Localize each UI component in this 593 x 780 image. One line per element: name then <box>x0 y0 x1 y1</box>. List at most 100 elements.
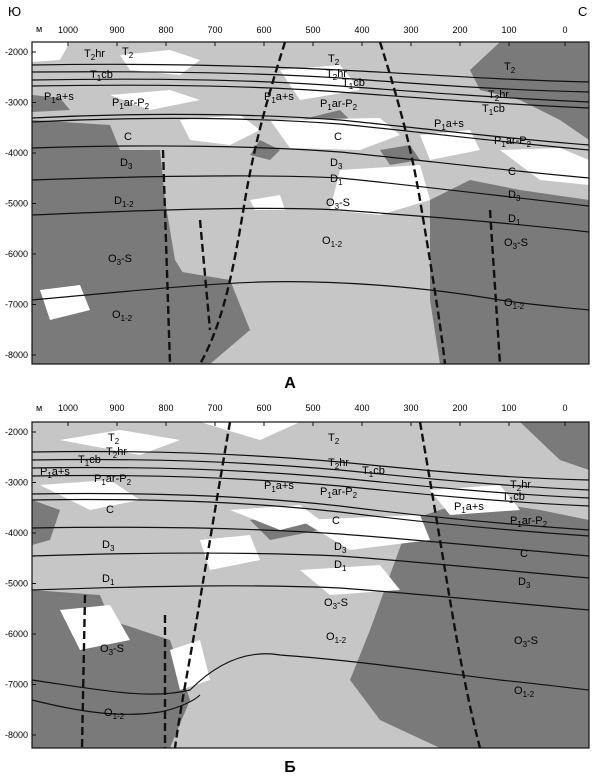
y-tick-label: -8000 <box>5 730 28 740</box>
x-tick-label: 700 <box>207 25 222 35</box>
panel-a-label: А <box>284 375 296 392</box>
y-tick-label: -8000 <box>5 350 28 360</box>
stratigraphic-unit-label: P1a+s <box>434 118 464 132</box>
stratigraphic-unit-label: P1a+s <box>264 91 294 105</box>
x-tick-label: 200 <box>452 25 467 35</box>
stratigraphic-unit-label: P1a+s <box>40 466 70 480</box>
x-tick-label: 400 <box>354 25 369 35</box>
stratigraphic-unit-label: D1 <box>508 213 521 227</box>
panel-b-frame <box>31 421 590 749</box>
panel-b-horizons <box>31 450 590 715</box>
stratigraphic-unit-label: D3 <box>518 576 531 590</box>
stratigraphic-unit-label: O1-2 <box>104 707 125 721</box>
axis-ticks: м 1000 900 800 700 600 500 400 300 200 100 0-2000-3… <box>5 24 568 740</box>
unit-label-m: м <box>36 403 42 413</box>
y-tick-label: -4000 <box>5 148 28 158</box>
stratigraphic-unit-label: O3-S <box>108 253 132 267</box>
stratigraphic-unit-label: T2hr <box>84 48 105 62</box>
stratigraphic-unit-label: T2 <box>328 432 340 446</box>
panel-b: Б <box>31 421 590 776</box>
stratigraphic-unit-label: T1cb <box>482 103 505 117</box>
y-tick-label: -6000 <box>5 629 28 639</box>
stratigraphic-unit-label: C <box>508 166 516 178</box>
stratigraphic-unit-label: P1ar-P2 <box>112 97 150 111</box>
unit-label-m: м <box>36 24 42 34</box>
stratigraphic-unit-label: D1 <box>334 559 347 573</box>
x-tick-label: 500 <box>305 25 320 35</box>
x-tick-label: 700 <box>207 403 222 413</box>
stratigraphic-unit-label: P1ar-P2 <box>320 486 358 500</box>
stratigraphic-unit-label: P1ar-P2 <box>320 98 358 112</box>
x-tick-label: 1000 <box>58 25 78 35</box>
y-tick-label: -7000 <box>5 300 28 310</box>
stratigraphic-unit-label: P1a+s <box>264 480 294 494</box>
y-tick-label: -4000 <box>5 528 28 538</box>
x-tick-label: 0 <box>562 25 567 35</box>
stratigraphic-unit-label: O3-S <box>100 643 124 657</box>
stratigraphic-unit-label: P1ar-P2 <box>94 473 132 487</box>
stratigraphic-unit-label: T1cb <box>78 454 101 468</box>
stratigraphic-unit-label: C <box>106 504 114 516</box>
panel-b-label: Б <box>284 759 296 776</box>
stratigraphic-unit-label: T2 <box>504 61 516 75</box>
x-tick-label: 600 <box>256 403 271 413</box>
panel-a-horizons <box>31 63 590 311</box>
stratigraphic-unit-label: T2hr <box>510 479 531 493</box>
stratigraphic-unit-label: O3-S <box>324 597 348 611</box>
x-tick-label: 100 <box>501 403 516 413</box>
stratigraphic-unit-label: T2 <box>328 53 340 67</box>
y-tick-label: -6000 <box>5 249 28 259</box>
direction-north: С <box>578 4 587 19</box>
panel-b-faults <box>80 421 482 749</box>
stratigraphic-unit-label: P1a+s <box>44 91 74 105</box>
stratigraphic-unit-label: O3-S <box>514 635 538 649</box>
direction-south: Ю <box>8 4 21 19</box>
panel-a-faults <box>161 41 502 365</box>
y-tick-label: -5000 <box>5 579 28 589</box>
x-tick-label: 800 <box>158 25 173 35</box>
stratigraphic-unit-label: D1 <box>102 573 115 587</box>
y-tick-label: -2000 <box>5 47 28 57</box>
stratigraphic-unit-label: T2hr <box>328 457 349 471</box>
x-tick-label: 100 <box>501 25 516 35</box>
stratigraphic-unit-label: T1cb <box>502 491 525 505</box>
stratigraphic-unit-label: O1-2 <box>326 631 347 645</box>
x-tick-label: 1000 <box>58 403 78 413</box>
x-tick-label: 0 <box>562 403 567 413</box>
x-tick-label: 900 <box>109 403 124 413</box>
stratigraphic-unit-label: D3 <box>120 157 133 171</box>
stratigraphic-unit-label: D3 <box>334 541 347 555</box>
x-tick-label: 300 <box>403 403 418 413</box>
stratigraphic-unit-label: C <box>124 131 132 143</box>
panel-a: А <box>31 41 590 392</box>
stratigraphic-unit-label: D1-2 <box>114 195 134 209</box>
stratigraphic-unit-label: D1 <box>330 173 343 187</box>
y-tick-label: -5000 <box>5 199 28 209</box>
x-tick-label: 800 <box>158 403 173 413</box>
x-tick-label: 200 <box>452 403 467 413</box>
x-tick-label: 400 <box>354 403 369 413</box>
stratigraphic-unit-label: T2hr <box>106 446 127 460</box>
y-tick-label: -7000 <box>5 680 28 690</box>
stratigraphic-unit-label: T1cb <box>342 77 365 91</box>
stratigraphic-unit-label: P1ar-P2 <box>510 515 548 529</box>
panel-b-white-areas <box>40 422 520 690</box>
stratigraphic-unit-label: P1ar-P2 <box>494 135 532 149</box>
stratigraphic-unit-label: C <box>520 548 528 560</box>
stratigraphic-unit-label: P1a+s <box>454 501 484 515</box>
stratigraphic-unit-label: T2hr <box>326 68 347 82</box>
x-tick-label: 900 <box>109 25 124 35</box>
y-tick-label: -2000 <box>5 427 28 437</box>
stratigraphic-unit-label: O3-S <box>504 237 528 251</box>
stratigraphic-unit-label: T2hr <box>488 89 509 103</box>
stratigraphic-unit-label: D3 <box>330 157 343 171</box>
stratigraphic-unit-label: T2 <box>122 46 134 60</box>
stratigraphic-unit-label: O1-2 <box>112 309 133 323</box>
stratigraphic-unit-label: D3 <box>508 189 521 203</box>
stratigraphic-unit-label: T2 <box>108 432 120 446</box>
stratigraphic-unit-label: T1cb <box>90 69 113 83</box>
x-tick-label: 600 <box>256 25 271 35</box>
stratigraphic-unit-label: T1cb <box>362 465 385 479</box>
